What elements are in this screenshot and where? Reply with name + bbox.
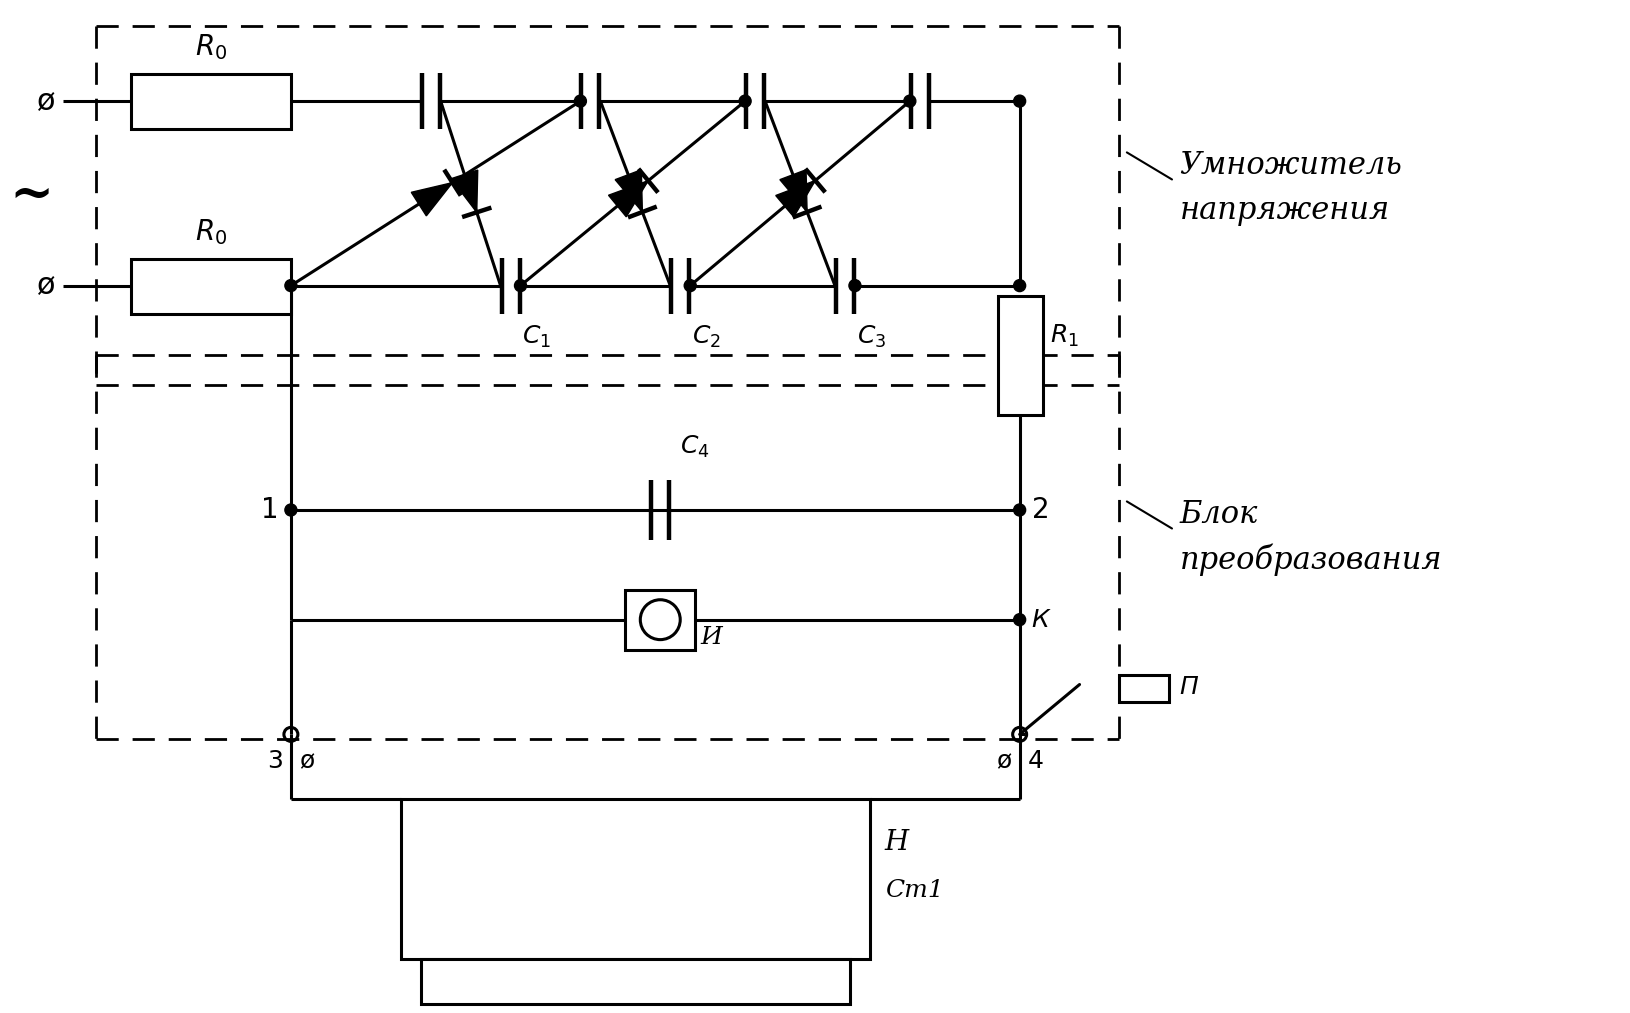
Text: ø: ø (996, 750, 1012, 773)
Text: 2: 2 (1032, 496, 1050, 524)
Circle shape (1014, 95, 1025, 107)
Circle shape (285, 504, 297, 516)
Text: $C_4$: $C_4$ (680, 434, 709, 460)
Text: К: К (1032, 608, 1050, 632)
FancyBboxPatch shape (998, 296, 1043, 415)
Text: Умножитель: Умножитель (1180, 151, 1402, 181)
Circle shape (738, 95, 751, 107)
Circle shape (1014, 280, 1025, 292)
Circle shape (685, 280, 696, 292)
Polygon shape (776, 180, 815, 217)
Text: 4: 4 (1027, 750, 1043, 773)
Text: напряжения: напряжения (1180, 196, 1390, 226)
Circle shape (574, 95, 587, 107)
Text: $R_0$: $R_0$ (196, 217, 227, 247)
Text: преобразования: преобразования (1180, 544, 1443, 576)
Circle shape (905, 95, 916, 107)
Text: 1: 1 (261, 496, 279, 524)
FancyBboxPatch shape (401, 799, 870, 958)
Circle shape (1014, 614, 1025, 626)
Text: Блок: Блок (1180, 499, 1258, 531)
Polygon shape (608, 180, 649, 217)
Polygon shape (411, 182, 453, 216)
Text: $C_1$: $C_1$ (523, 323, 551, 349)
Text: 3: 3 (267, 750, 284, 773)
FancyBboxPatch shape (130, 258, 290, 314)
Text: И: И (701, 626, 722, 649)
Polygon shape (452, 170, 478, 213)
Text: ø: ø (37, 87, 55, 115)
Text: Cm1: Cm1 (885, 879, 944, 902)
FancyBboxPatch shape (626, 590, 696, 649)
Text: $R_0$: $R_0$ (196, 32, 227, 62)
Text: П: П (1180, 675, 1198, 699)
Text: H: H (885, 829, 910, 856)
FancyBboxPatch shape (421, 958, 849, 1004)
FancyBboxPatch shape (130, 74, 290, 129)
Text: $C_2$: $C_2$ (693, 323, 720, 349)
FancyBboxPatch shape (1120, 675, 1169, 702)
Circle shape (1014, 504, 1025, 516)
Text: ~: ~ (10, 170, 54, 222)
Circle shape (515, 280, 526, 292)
Text: ø: ø (298, 750, 315, 773)
Circle shape (849, 280, 861, 292)
Text: $R_1$: $R_1$ (1050, 322, 1079, 348)
Circle shape (285, 280, 297, 292)
Polygon shape (779, 170, 807, 212)
Text: $C_3$: $C_3$ (857, 323, 887, 349)
Text: ø: ø (37, 271, 55, 300)
Polygon shape (615, 170, 642, 212)
